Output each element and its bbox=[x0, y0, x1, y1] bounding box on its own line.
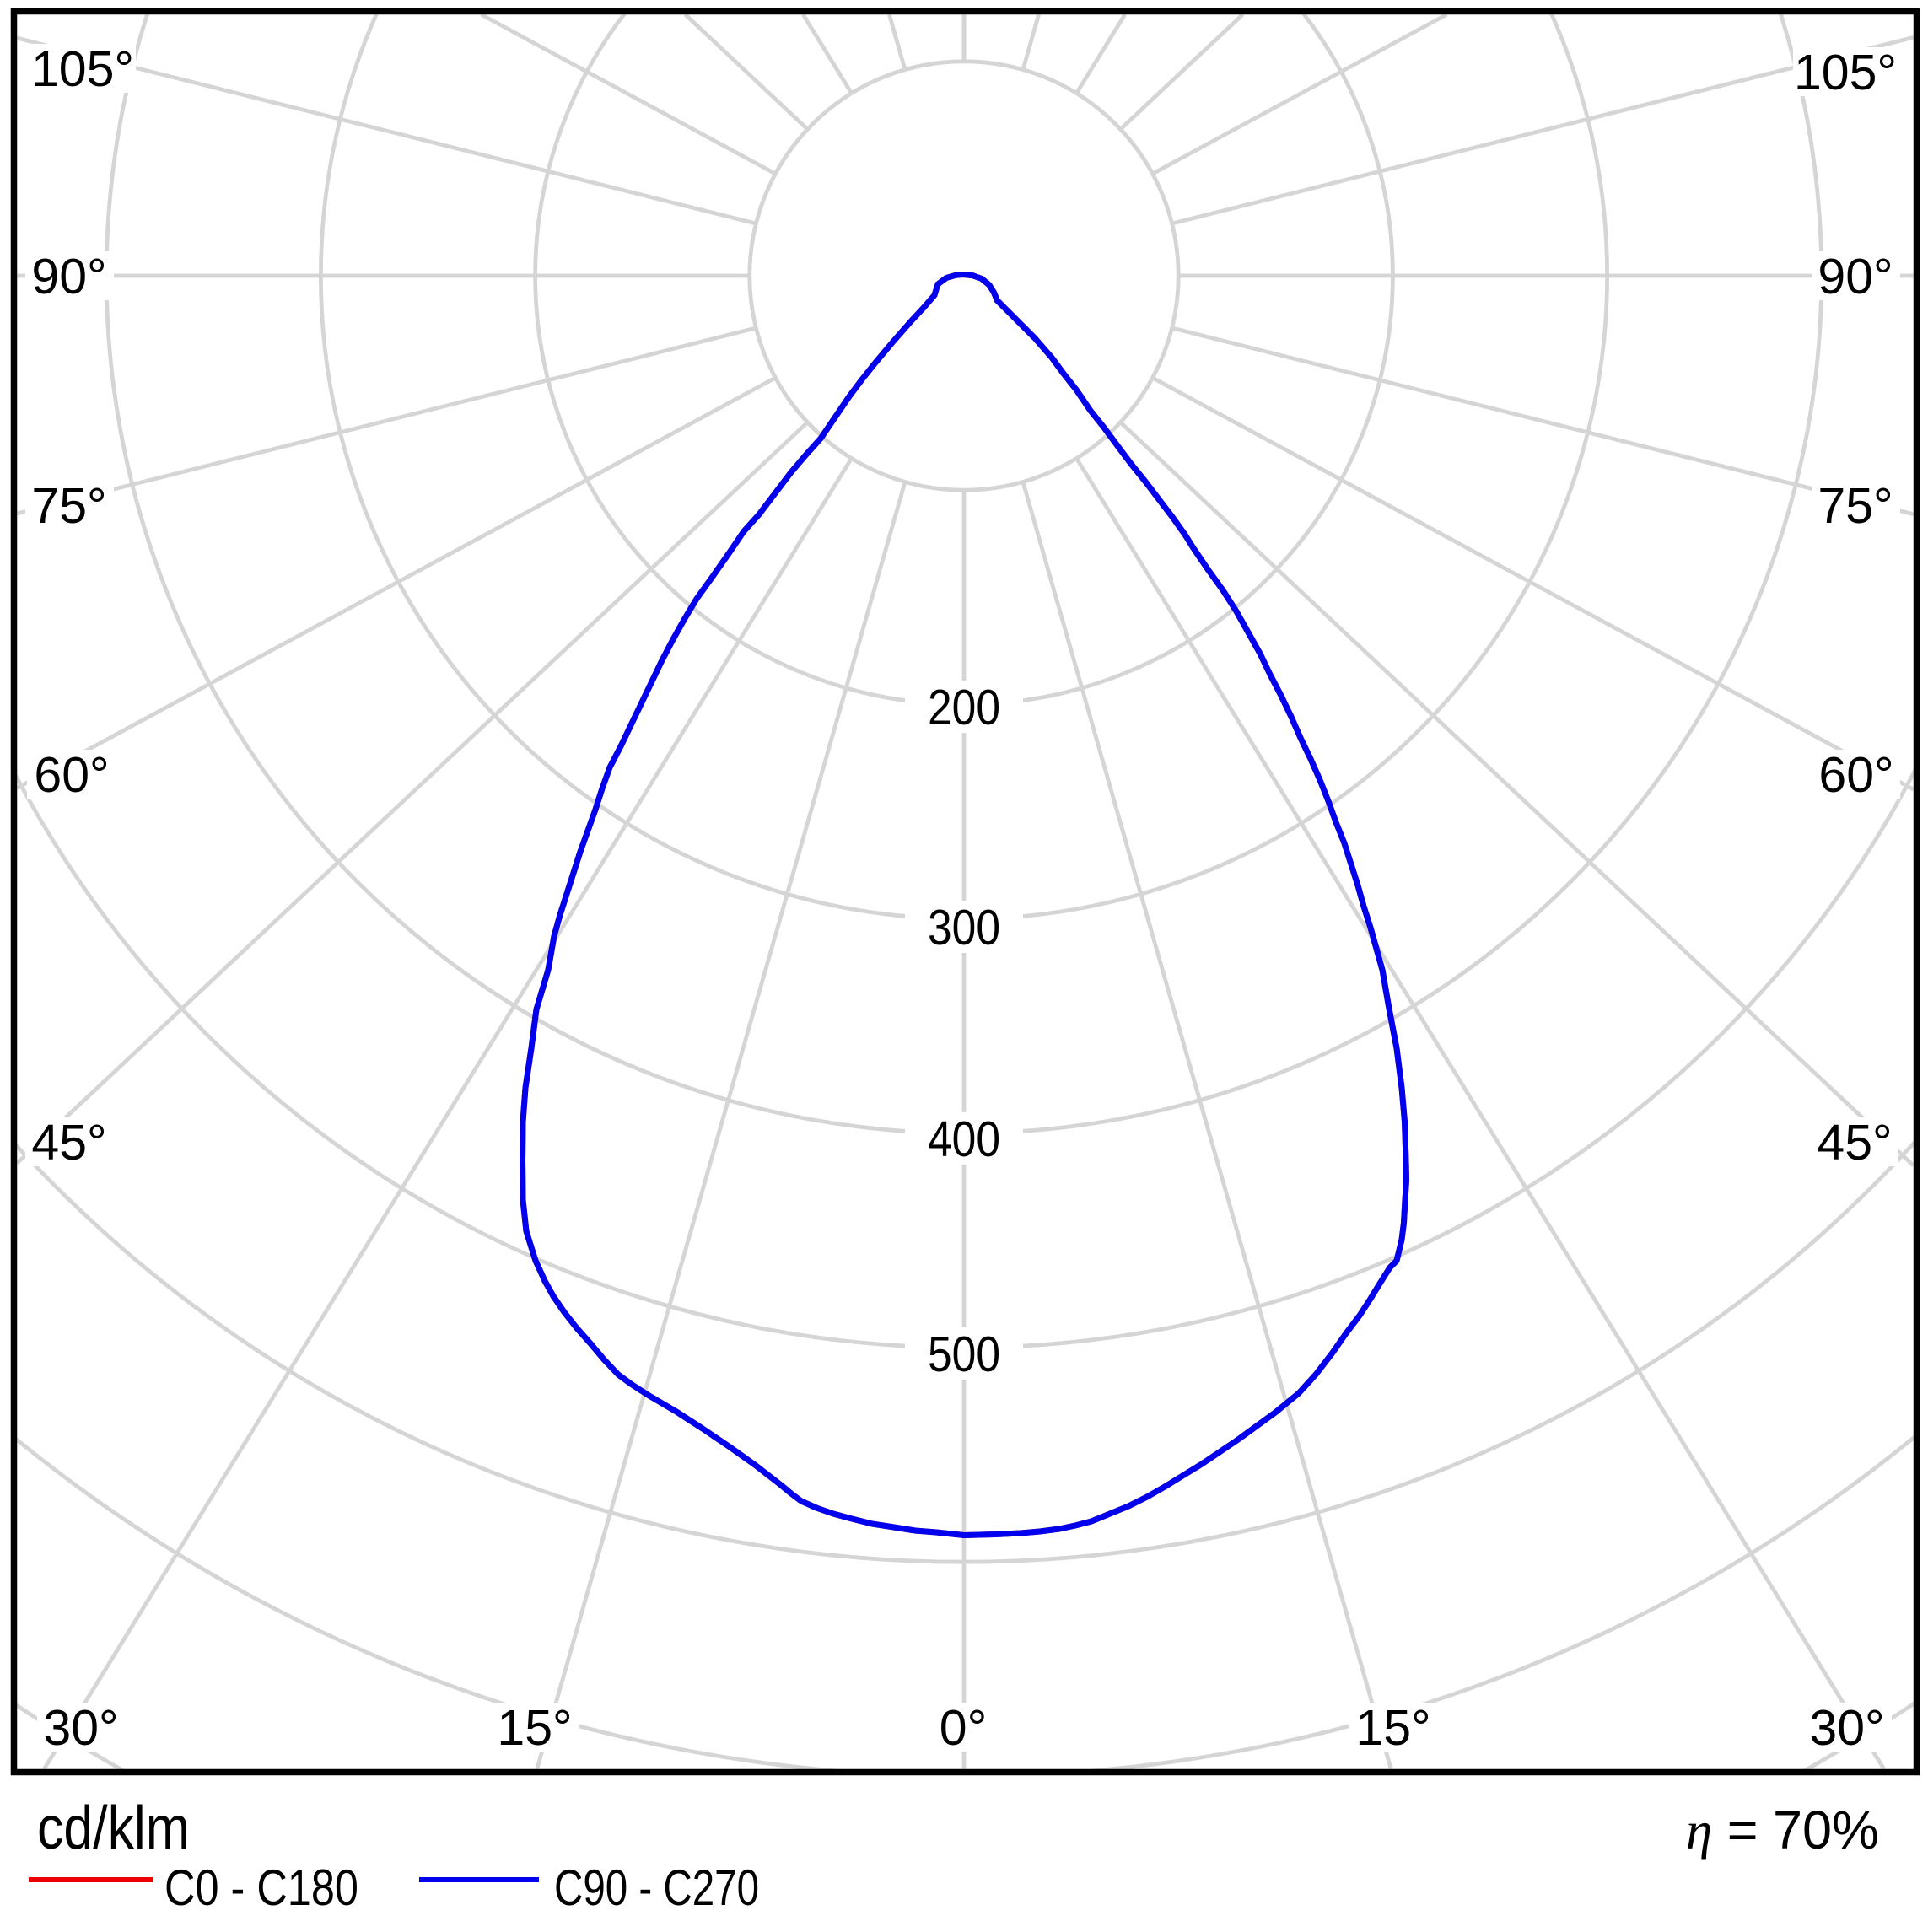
svg-text:75°: 75° bbox=[31, 478, 106, 534]
svg-text:15°: 15° bbox=[497, 1700, 572, 1756]
svg-text:60°: 60° bbox=[34, 747, 109, 803]
svg-text:105°: 105° bbox=[1794, 45, 1897, 100]
svg-text:60°: 60° bbox=[1818, 747, 1893, 803]
svg-text:15°: 15° bbox=[1355, 1700, 1430, 1756]
svg-text:500: 500 bbox=[928, 1327, 1000, 1382]
svg-text:300: 300 bbox=[928, 900, 1000, 955]
svg-text:90°: 90° bbox=[31, 249, 106, 304]
svg-text:0°: 0° bbox=[940, 1700, 987, 1756]
svg-text:45°: 45° bbox=[1817, 1115, 1892, 1171]
svg-text:400: 400 bbox=[928, 1111, 1000, 1167]
svg-text:η = 70%: η = 70% bbox=[1686, 1800, 1879, 1860]
svg-text:C0 - C180: C0 - C180 bbox=[164, 1859, 358, 1916]
svg-text:C90 - C270: C90 - C270 bbox=[554, 1859, 759, 1916]
svg-text:cd/klm: cd/klm bbox=[37, 1795, 190, 1862]
svg-text:90°: 90° bbox=[1818, 249, 1893, 304]
svg-text:75°: 75° bbox=[1818, 478, 1893, 534]
svg-text:30°: 30° bbox=[1809, 1700, 1884, 1756]
svg-text:45°: 45° bbox=[31, 1115, 106, 1171]
svg-text:200: 200 bbox=[928, 680, 1000, 735]
svg-text:30°: 30° bbox=[43, 1700, 118, 1756]
svg-text:105°: 105° bbox=[31, 41, 134, 97]
